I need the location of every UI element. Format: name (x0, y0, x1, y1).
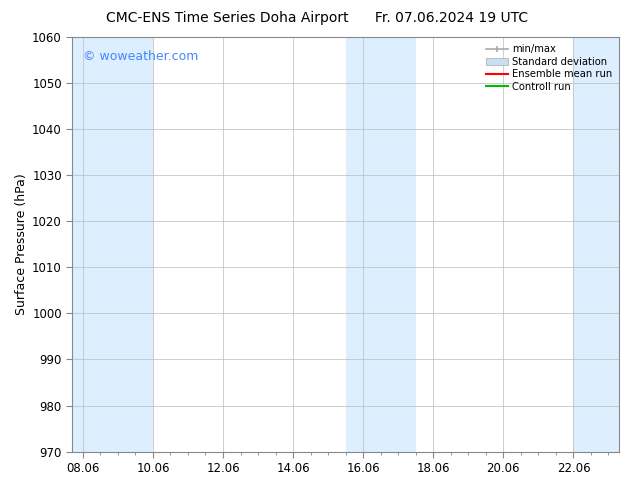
Bar (346, 37, 416, 452)
Legend: min/max, Standard deviation, Ensemble mean run, Controll run: min/max, Standard deviation, Ensemble me… (484, 42, 614, 94)
Bar (573, 37, 619, 452)
Bar (72, 37, 153, 452)
Text: CMC-ENS Time Series Doha Airport      Fr. 07.06.2024 19 UTC: CMC-ENS Time Series Doha Airport Fr. 07.… (106, 11, 528, 25)
Text: © woweather.com: © woweather.com (83, 49, 198, 63)
Y-axis label: Surface Pressure (hPa): Surface Pressure (hPa) (15, 173, 28, 315)
